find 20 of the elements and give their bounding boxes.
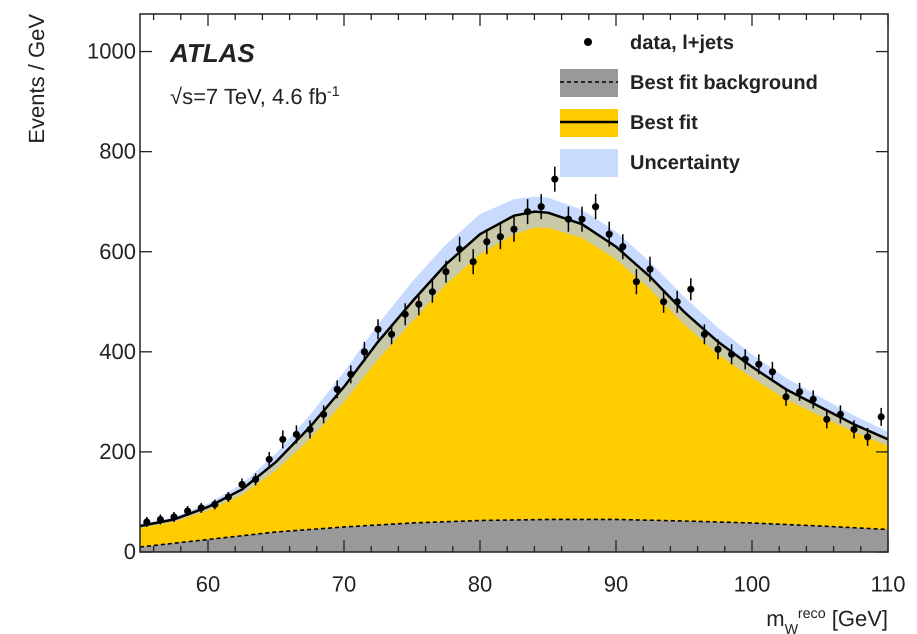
x-tick-label: 80: [468, 572, 492, 597]
y-tick-label: 1000: [87, 38, 136, 64]
y-tick-label: 400: [99, 338, 136, 364]
legend-label: Best fit: [630, 112, 698, 134]
annotation: √s=7 TeV, 4.6 fb$^{-1}$: [170, 84, 340, 109]
x-tick-label: 60: [196, 572, 220, 597]
legend-label: data, l+jets: [630, 32, 734, 54]
legend-label: Uncertainty: [630, 152, 741, 174]
x-tick-label: 100: [734, 572, 770, 597]
annotation: ATLAS: [169, 38, 256, 68]
y-tick-label: 600: [99, 238, 136, 264]
x-tick-label: 70: [332, 572, 356, 597]
x-tick-label: 90: [604, 572, 628, 597]
y-tick-label: 0: [124, 539, 136, 564]
y-tick-label: 200: [99, 438, 136, 464]
x-tick-label: 110: [870, 572, 906, 597]
x-axis-title: m$_{W}$$^{reco}$ [GeV]: [766, 606, 888, 634]
legend-label: Best fit background: [630, 72, 818, 94]
y-tick-label: 800: [99, 138, 136, 164]
y-axis-title: Events / GeV: [24, 14, 49, 144]
